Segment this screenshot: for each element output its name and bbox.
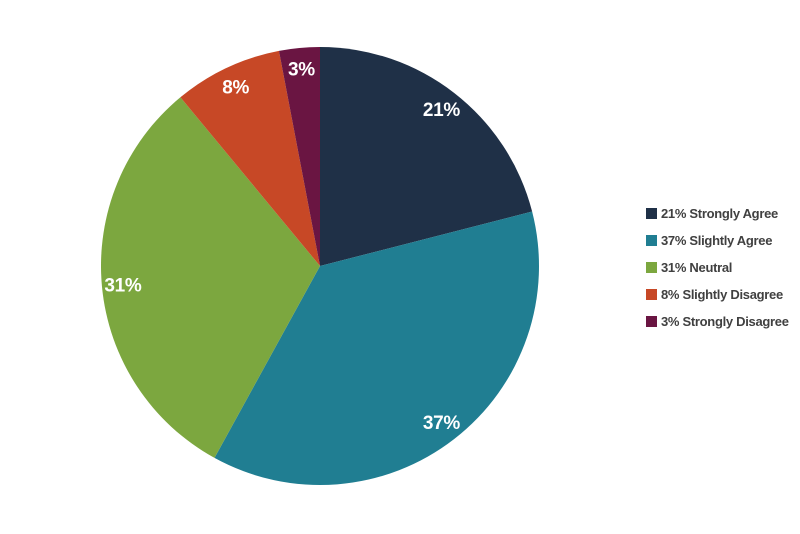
pie-slice-neutral bbox=[101, 97, 320, 458]
legend-swatch-icon bbox=[646, 316, 657, 327]
slice-label-slightly-agree: 37% bbox=[423, 413, 461, 434]
slice-label-slightly-disagree: 8% bbox=[222, 77, 249, 98]
legend-swatch-icon bbox=[646, 289, 657, 300]
pie-slice-slightly-disagree bbox=[180, 50, 320, 266]
legend-swatch-icon bbox=[646, 208, 657, 219]
slice-label-strongly-disagree: 3% bbox=[288, 60, 315, 81]
legend-item-slightly-agree: 37% Slightly Agree bbox=[646, 227, 789, 254]
pie-slice-slightly-agree bbox=[214, 211, 539, 485]
legend-label: 31% Neutral bbox=[661, 260, 733, 275]
legend-swatch-icon bbox=[646, 235, 657, 246]
legend-item-neutral: 31% Neutral bbox=[646, 254, 789, 281]
legend-item-strongly-agree: 21% Strongly Agree bbox=[646, 200, 789, 227]
legend-label: 21% Strongly Agree bbox=[661, 206, 778, 221]
legend-label: 8% Slightly Disagree bbox=[661, 287, 783, 302]
chart-legend: 21% Strongly Agree 37% Slightly Agree 31% … bbox=[646, 200, 789, 335]
legend-label: 3% Strongly Disagree bbox=[661, 314, 789, 329]
pie-slice-strongly-agree bbox=[320, 47, 533, 266]
legend-label: 37% Slightly Agree bbox=[661, 233, 773, 248]
legend-item-slightly-disagree: 8% Slightly Disagree bbox=[646, 281, 789, 308]
slice-label-neutral: 31% bbox=[104, 275, 142, 296]
pie-slice-strongly-disagree bbox=[278, 47, 320, 266]
slice-label-strongly-agree: 21% bbox=[423, 100, 461, 121]
legend-swatch-icon bbox=[646, 262, 657, 273]
legend-item-strongly-disagree: 3% Strongly Disagree bbox=[646, 308, 789, 335]
